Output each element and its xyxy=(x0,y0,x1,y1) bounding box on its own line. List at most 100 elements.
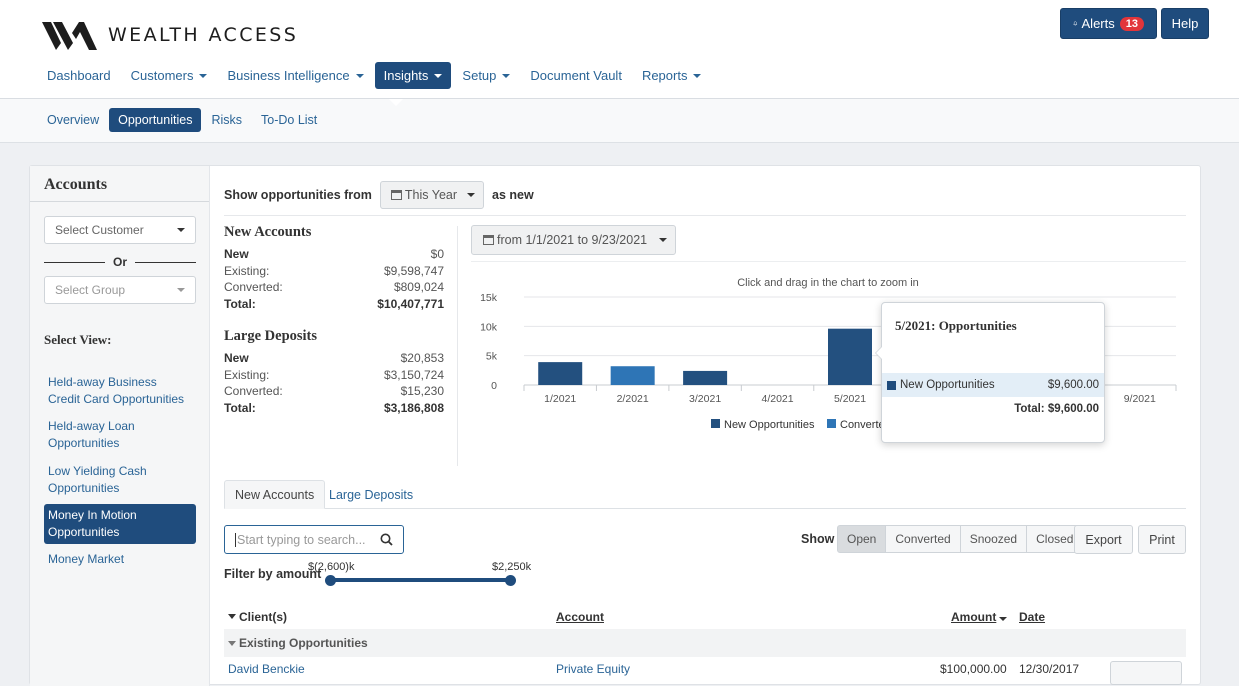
select-group-dropdown[interactable]: Select Group xyxy=(44,276,196,304)
nav-dashboard-label: Dashboard xyxy=(47,68,111,83)
chevron-down-icon xyxy=(177,288,185,292)
stat-label: Converted: xyxy=(224,280,283,295)
nav-business-intelligence[interactable]: Business Intelligence xyxy=(218,62,372,89)
cell-account[interactable]: Private Equity xyxy=(556,662,630,676)
view-held-away-loan[interactable]: Held-away Loan Opportunities xyxy=(48,419,135,450)
column-amount-label: Amount xyxy=(951,610,997,624)
column-clients-label: Client(s) xyxy=(239,610,287,624)
triangle-down-icon xyxy=(228,614,236,619)
tabs: New Accounts Large Deposits xyxy=(224,480,1186,509)
nav-insights[interactable]: Insights xyxy=(374,62,452,89)
search-icon[interactable] xyxy=(380,533,393,546)
slider-max-value: $2,250k xyxy=(492,561,532,573)
subnav-risks[interactable]: Risks xyxy=(211,113,243,127)
or-label: Or xyxy=(113,255,128,269)
subnav-todo-list[interactable]: To-Do List xyxy=(261,113,318,127)
stat-value: $20,853 xyxy=(400,350,444,365)
stat-label: Total: xyxy=(224,400,256,415)
stat-row: Converted: $15,230 xyxy=(224,383,444,400)
view-low-yielding-cash[interactable]: Low Yielding Cash Opportunities xyxy=(48,464,147,495)
column-account[interactable]: Account xyxy=(556,610,604,624)
triangle-down-icon xyxy=(228,640,236,646)
top-header: WEALTH ACCESS Alerts 13 Help Dashboard C… xyxy=(0,0,1239,99)
divider xyxy=(457,226,458,466)
subnav-opportunities[interactable]: Opportunities xyxy=(109,108,202,132)
nav-customers[interactable]: Customers xyxy=(122,62,217,89)
alerts-button[interactable]: Alerts 13 xyxy=(1060,8,1157,39)
nav-document-vault[interactable]: Document Vault xyxy=(521,62,631,89)
search-input[interactable]: Start typing to search... xyxy=(224,525,404,554)
legend-label: New Opportunities xyxy=(724,419,815,431)
filter-closed-button[interactable]: Closed xyxy=(1026,525,1084,553)
column-date[interactable]: Date xyxy=(1019,610,1046,624)
stat-label: New xyxy=(224,350,249,365)
new-accounts-title: New Accounts xyxy=(224,224,312,240)
chart-date-range-dropdown[interactable]: from 1/1/2021 to 9/23/2021 xyxy=(471,225,677,255)
cell-client[interactable]: David Benckie xyxy=(228,662,305,676)
alerts-label: Alerts xyxy=(1081,16,1115,31)
chevron-down-icon xyxy=(434,73,443,78)
legend-swatch xyxy=(827,419,836,428)
opportunities-content: Show opportunities from This Year as new… xyxy=(224,166,1188,686)
nav-reports-label: Reports xyxy=(641,68,688,83)
calendar-icon xyxy=(390,190,402,200)
nav-document-vault-label: Document Vault xyxy=(530,68,622,83)
view-money-in-motion[interactable]: Money In Motion Opportunities xyxy=(44,504,196,544)
column-amount[interactable]: Amount xyxy=(951,610,1008,624)
chevron-down-icon xyxy=(355,73,364,78)
divider xyxy=(30,201,209,202)
period-dropdown[interactable]: This Year xyxy=(379,181,485,209)
chart-tooltip: 5/2021: Opportunities New Opportunities … xyxy=(875,302,1105,443)
stat-value: $3,150,724 xyxy=(383,367,444,382)
account-link[interactable]: Private Equity xyxy=(556,662,631,676)
column-clients[interactable]: Client(s) xyxy=(228,610,287,624)
select-customer-dropdown[interactable]: Select Customer xyxy=(44,216,196,244)
y-tick-label: 0 xyxy=(491,380,497,392)
stat-row: Existing: $9,598,747 xyxy=(224,263,444,280)
filter-snoozed-button[interactable]: Snoozed xyxy=(959,525,1028,553)
show-from-label: Show opportunities from xyxy=(224,188,372,202)
client-link[interactable]: David Benckie xyxy=(228,662,305,676)
sort-desc-icon xyxy=(999,617,1008,621)
chart-date-range: from 1/1/2021 to 9/23/2021 xyxy=(497,233,648,247)
tab-new-accounts[interactable]: New Accounts xyxy=(224,480,326,509)
large-deposits-title: Large Deposits xyxy=(224,327,318,344)
brand-name: WEALTH ACCESS xyxy=(108,24,299,46)
active-nav-pointer xyxy=(389,99,403,106)
nav-bi-label: Business Intelligence xyxy=(227,68,350,83)
stat-row: New $0 xyxy=(224,246,444,263)
row-action-button[interactable] xyxy=(1110,661,1182,685)
nav-dashboard[interactable]: Dashboard xyxy=(38,62,120,89)
help-button[interactable]: Help xyxy=(1161,8,1209,39)
slider-min-value: $(2,600)k xyxy=(308,561,355,573)
tab-large-deposits[interactable]: Large Deposits xyxy=(329,487,414,502)
print-button[interactable]: Print xyxy=(1138,525,1186,554)
brand-logo[interactable]: WEALTH ACCESS xyxy=(42,18,298,52)
amount-slider-max-handle[interactable] xyxy=(505,575,516,586)
subnav-overview[interactable]: Overview xyxy=(47,113,100,127)
stat-label: New xyxy=(224,247,249,261)
amount-slider-track[interactable] xyxy=(330,578,511,582)
tooltip-series-value: $9,600.00 xyxy=(1047,379,1099,391)
nav-customers-label: Customers xyxy=(130,68,194,83)
cell-amount: $100,000.00 xyxy=(940,662,1007,676)
nav-setup[interactable]: Setup xyxy=(453,62,519,89)
stat-value: $9,598,747 xyxy=(383,263,444,278)
filter-open-button[interactable]: Open xyxy=(837,525,887,553)
calendar-icon xyxy=(483,235,494,245)
select-group-label: Select Group xyxy=(55,283,126,297)
nav-reports[interactable]: Reports xyxy=(633,62,711,89)
view-money-market[interactable]: Money Market xyxy=(48,552,125,566)
stat-row: New $20,853 xyxy=(224,350,444,367)
filter-converted-button[interactable]: Converted xyxy=(885,525,961,553)
period-filter-row: Show opportunities from This Year as new xyxy=(224,181,534,209)
bar-new-2 xyxy=(683,370,728,385)
export-button[interactable]: Export xyxy=(1074,525,1133,554)
or-divider: Or xyxy=(44,255,197,269)
nav-setup-label: Setup xyxy=(462,68,497,83)
tooltip-series-row: New Opportunities $9,600.00 xyxy=(882,373,1104,397)
group-row-existing[interactable]: Existing Opportunities xyxy=(224,629,1186,657)
view-held-away-credit-card[interactable]: Held-away Business Credit Card Opportuni… xyxy=(48,375,185,406)
amount-slider-min-handle[interactable] xyxy=(325,575,336,586)
cell-date: 12/30/2017 xyxy=(1019,662,1080,676)
